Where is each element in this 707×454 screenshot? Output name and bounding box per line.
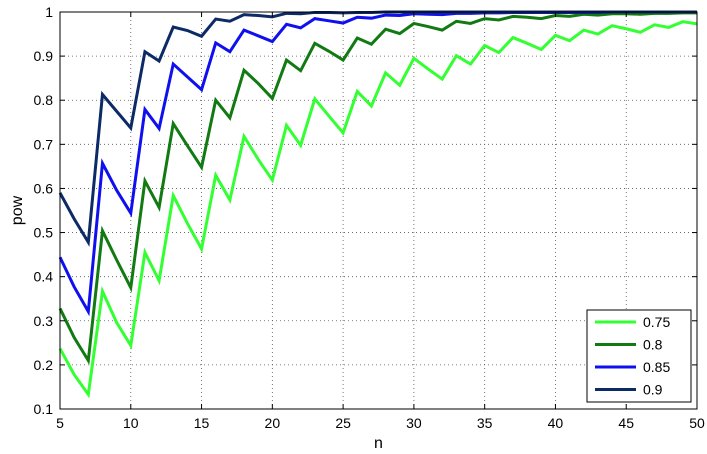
y-tick-label: 0.8 [34, 92, 54, 108]
y-tick-label: 1 [45, 4, 53, 20]
y-tick-label: 0.1 [34, 401, 54, 417]
x-tick-label: 10 [123, 415, 139, 431]
legend-box [586, 309, 692, 403]
plot-frame [59, 11, 698, 410]
series-line-0.75 [58, 20, 698, 399]
legend: 0.75 0.8 0.85 0.9 [586, 309, 692, 403]
x-tick-label: 5 [56, 415, 64, 431]
legend-label: 0.85 [643, 359, 670, 375]
series-line-0.8 [58, 11, 697, 365]
x-tick-label: 40 [548, 415, 564, 431]
legend-label: 0.75 [643, 314, 670, 330]
y-axis-label: pow [9, 195, 26, 225]
x-tick-label: 25 [335, 415, 351, 431]
y-tick-label: 0.7 [34, 136, 54, 152]
x-tick-label: 15 [194, 415, 210, 431]
legend-label: 0.8 [643, 337, 663, 353]
x-tick-label: 30 [406, 415, 422, 431]
axis-ticks: 5 10 15 20 25 30 35 40 45 50 0.1 0.2 0.3 0.4 0.5 0.6 0.7… [34, 4, 705, 431]
x-tick-label: 35 [477, 415, 493, 431]
y-tick-label: 0.9 [34, 48, 54, 64]
y-tick-label: 0.3 [34, 313, 54, 329]
y-tick-label: 0.4 [34, 269, 54, 285]
y-tick-label: 0.6 [34, 180, 54, 196]
y-tick-label: 0.5 [34, 225, 54, 241]
x-tick-label: 45 [618, 415, 634, 431]
x-tick-label: 50 [689, 415, 705, 431]
legend-label: 0.9 [643, 382, 663, 398]
x-axis-label: n [374, 435, 383, 452]
y-tick-label: 0.2 [34, 357, 54, 373]
x-tick-label: 20 [265, 415, 281, 431]
